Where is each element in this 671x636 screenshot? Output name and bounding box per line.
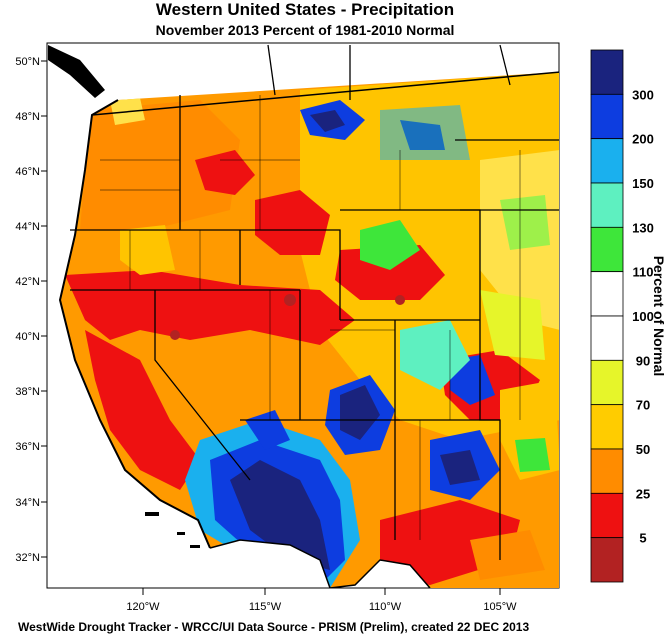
colorbar-label: 25 [636, 486, 650, 501]
latitude-tick-label: 40°N [15, 331, 40, 343]
colorbar-swatch [590, 93, 624, 140]
coastal-islands [48, 45, 200, 548]
colorbar-label: 300 [632, 87, 654, 102]
latitude-tick-label: 42°N [15, 276, 40, 288]
colorbar-swatch [590, 492, 624, 539]
precipitation-field [60, 72, 559, 588]
latitude-tick-label: 36°N [15, 441, 40, 453]
colorbar-swatch [590, 448, 624, 494]
colorbar-label: 90 [636, 353, 650, 368]
colorbar-label: 70 [636, 398, 650, 413]
colorbar-swatch [590, 404, 624, 450]
longitude-tick-label: 110°W [369, 601, 402, 613]
map-footer: WestWide Drought Tracker - WRCC/UI Data … [18, 620, 530, 634]
colorbar-swatch [590, 138, 624, 184]
latitude-tick-label: 50°N [15, 56, 40, 68]
colorbar-label: 110 [633, 265, 654, 280]
latitude-tick-label: 34°N [15, 497, 40, 509]
boundaries [58, 44, 559, 588]
colorbar-label: 50 [636, 442, 650, 457]
colorbar-swatch [590, 359, 624, 406]
latitude-tick-label: 44°N [15, 221, 40, 233]
colorbar-swatch [590, 537, 624, 583]
colorbar-label: 150 [632, 176, 654, 191]
latitude-tick-label: 38°N [15, 386, 40, 398]
longitude-tick-label: 120°W [126, 601, 160, 613]
map-title: Western United States - Precipitation [155, 0, 455, 19]
longitude-ticks: 120°W 115°W 110°W 105°W [126, 588, 517, 613]
map-subtitle: November 2013 Percent of 1981-2010 Norma… [155, 22, 455, 38]
latitude-tick-label: 46°N [15, 166, 40, 178]
colorbar-swatch [590, 226, 624, 273]
colorbar-label: 100 [632, 309, 654, 324]
colorbar-label: 5 [639, 531, 646, 546]
longitude-tick-label: 115°W [249, 601, 282, 613]
colorbar-swatch [590, 315, 624, 361]
colorbar-title: Percent of Normal [651, 256, 667, 377]
latitude-tick-label: 48°N [15, 111, 40, 123]
colorbar-swatch [590, 271, 624, 317]
colorbar: 300 200 150 130 110 100 90 70 50 25 5 [590, 49, 654, 583]
colorbar-label: 130 [632, 220, 654, 235]
longitude-tick-label: 105°W [483, 601, 517, 613]
latitude-ticks: 50°N 48°N 46°N 44°N 42°N 40°N 38°N 36°N 34°N 32°N [15, 56, 47, 564]
colorbar-swatch [590, 49, 624, 95]
latitude-tick-label: 32°N [15, 552, 40, 564]
colorbar-swatch [590, 182, 624, 228]
colorbar-label: 200 [632, 132, 654, 147]
